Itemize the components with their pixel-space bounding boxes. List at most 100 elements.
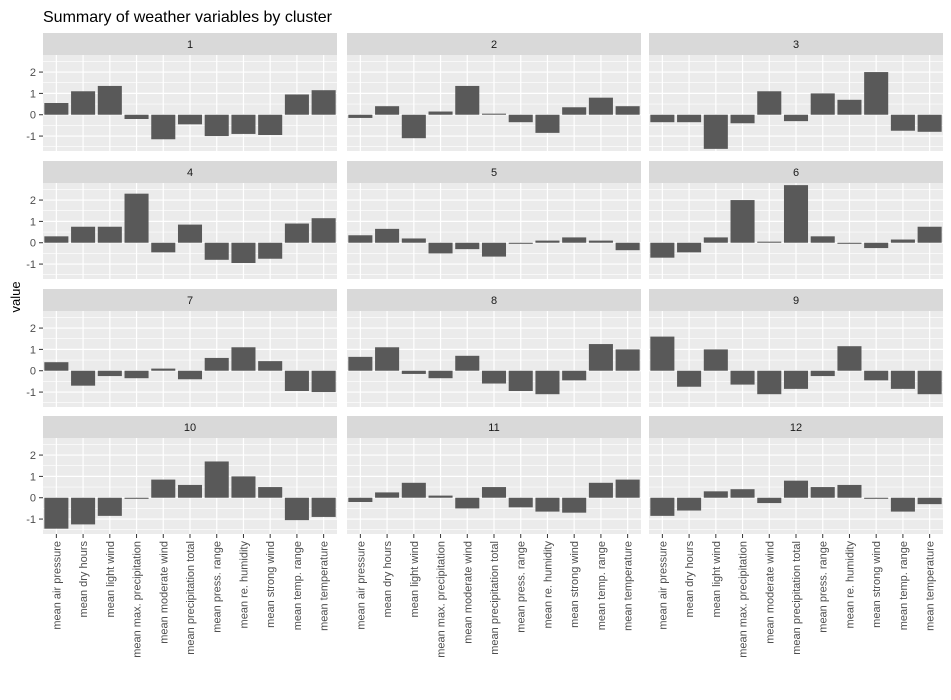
bar-1-2 bbox=[71, 91, 96, 115]
bar-6-2 bbox=[677, 242, 702, 253]
bar-2-3 bbox=[401, 114, 426, 139]
bar-11-8 bbox=[535, 497, 560, 512]
bar-9-9 bbox=[864, 370, 889, 381]
bar-9-11 bbox=[917, 370, 942, 395]
x-tick-label: mean moderate wind bbox=[462, 541, 474, 644]
facet-strip-label: 1 bbox=[187, 39, 193, 51]
bar-7-1 bbox=[44, 362, 69, 371]
bar-2-10 bbox=[588, 97, 613, 115]
x-tick-label: mean temperature bbox=[319, 541, 331, 631]
bar-12-2 bbox=[677, 497, 702, 511]
bar-6-9 bbox=[864, 242, 889, 249]
facet-strip-label: 6 bbox=[793, 167, 799, 179]
bar-11-6 bbox=[481, 487, 507, 498]
bar-11-5 bbox=[455, 497, 480, 509]
bar-1-10 bbox=[284, 94, 309, 115]
bar-11-9 bbox=[562, 497, 587, 513]
bar-6-5 bbox=[757, 241, 782, 243]
bar-12-7 bbox=[810, 487, 835, 498]
bar-2-6 bbox=[481, 113, 507, 115]
y-tick-label: 2 bbox=[30, 67, 36, 79]
bar-2-5 bbox=[455, 85, 480, 115]
y-tick-label: 2 bbox=[30, 195, 36, 207]
bar-11-10 bbox=[588, 482, 613, 498]
facet-strip-label: 9 bbox=[793, 295, 799, 307]
bar-7-11 bbox=[311, 370, 336, 393]
facet-panel-1: 1 -1 0 1 2 bbox=[26, 33, 337, 151]
bar-10-10 bbox=[284, 497, 309, 521]
bar-4-2 bbox=[71, 226, 96, 243]
bar-6-6 bbox=[783, 185, 809, 243]
bar-7-10 bbox=[284, 370, 309, 391]
bar-2-1 bbox=[348, 114, 373, 118]
x-tick-label: mean strong wind bbox=[265, 541, 277, 628]
y-axis-title: value bbox=[8, 281, 23, 312]
bar-6-8 bbox=[837, 242, 862, 244]
facet-strip-label: 11 bbox=[488, 422, 499, 434]
bar-12-5 bbox=[757, 497, 782, 504]
x-tick-label: mean precipitation total bbox=[791, 541, 803, 655]
x-tick-label: mean temperature bbox=[925, 541, 937, 631]
facet-strip bbox=[649, 289, 943, 311]
y-tick-label: 1 bbox=[30, 216, 36, 228]
x-tick-label: mean re. humidity bbox=[542, 541, 554, 629]
x-tick-label: mean max. precipitation bbox=[738, 541, 750, 658]
chart-title: Summary of weather variables by cluster bbox=[43, 9, 333, 26]
bar-1-6 bbox=[177, 114, 203, 125]
y-tick-label: 0 bbox=[30, 238, 36, 250]
facet-strip bbox=[43, 289, 337, 311]
x-tick-label: mean light wind bbox=[409, 541, 421, 617]
facet-strip bbox=[43, 161, 337, 183]
bar-7-4 bbox=[124, 370, 149, 379]
x-tick-label: mean precipitation total bbox=[489, 541, 501, 655]
bar-3-3 bbox=[703, 114, 728, 149]
y-tick-label: 1 bbox=[30, 88, 36, 100]
facet-strip-label: 5 bbox=[491, 167, 497, 179]
bar-1-3 bbox=[97, 85, 122, 115]
facet-strip-label: 3 bbox=[793, 39, 799, 51]
bar-7-8 bbox=[231, 347, 256, 371]
x-tick-label: mean temperature bbox=[623, 541, 635, 631]
bar-6-7 bbox=[810, 236, 835, 243]
bar-8-7 bbox=[508, 370, 533, 391]
facet-panel-11: 11 mean air pressure mean dry hours mean li… bbox=[347, 416, 641, 658]
bar-10-11 bbox=[311, 497, 336, 517]
x-tick-label: mean press. range bbox=[212, 541, 224, 633]
facet-panel-7: 7 -1 0 1 2 bbox=[26, 289, 337, 407]
y-tick-label: -1 bbox=[26, 387, 36, 399]
bar-3-8 bbox=[837, 99, 862, 115]
bar-2-8 bbox=[535, 114, 560, 133]
bar-11-11 bbox=[615, 479, 640, 498]
bar-3-4 bbox=[730, 114, 755, 124]
y-tick-label: -1 bbox=[26, 514, 36, 526]
bar-5-4 bbox=[428, 242, 453, 254]
bar-11-2 bbox=[375, 492, 400, 498]
bar-5-7 bbox=[508, 242, 533, 244]
x-tick-label: mean max. precipitation bbox=[436, 541, 448, 658]
facet-strip bbox=[347, 33, 641, 55]
facet-panel-9: 9 bbox=[649, 289, 943, 407]
facet-strip bbox=[347, 161, 641, 183]
x-tick-label: mean precipitation total bbox=[185, 541, 197, 655]
facet-strip bbox=[649, 416, 943, 438]
bar-11-3 bbox=[401, 482, 426, 498]
bar-8-6 bbox=[481, 370, 507, 384]
bar-1-4 bbox=[124, 114, 149, 119]
facet-panel-4: 4 -1 0 1 2 bbox=[26, 161, 337, 279]
facet-panel-6: 6 bbox=[649, 161, 943, 279]
bar-10-4 bbox=[124, 497, 149, 499]
y-tick-label: -1 bbox=[26, 259, 36, 271]
bar-6-11 bbox=[917, 226, 942, 243]
bar-4-4 bbox=[124, 193, 149, 243]
bar-10-6 bbox=[177, 484, 203, 498]
x-tick-label: mean air pressure bbox=[51, 541, 63, 630]
bar-2-9 bbox=[562, 107, 587, 115]
y-tick-label: 1 bbox=[30, 344, 36, 356]
bar-9-10 bbox=[890, 370, 915, 389]
bar-8-5 bbox=[455, 355, 480, 371]
bar-1-1 bbox=[44, 103, 69, 115]
bar-1-9 bbox=[258, 114, 283, 135]
facet-strip-label: 12 bbox=[790, 422, 802, 434]
bar-3-6 bbox=[783, 114, 809, 122]
